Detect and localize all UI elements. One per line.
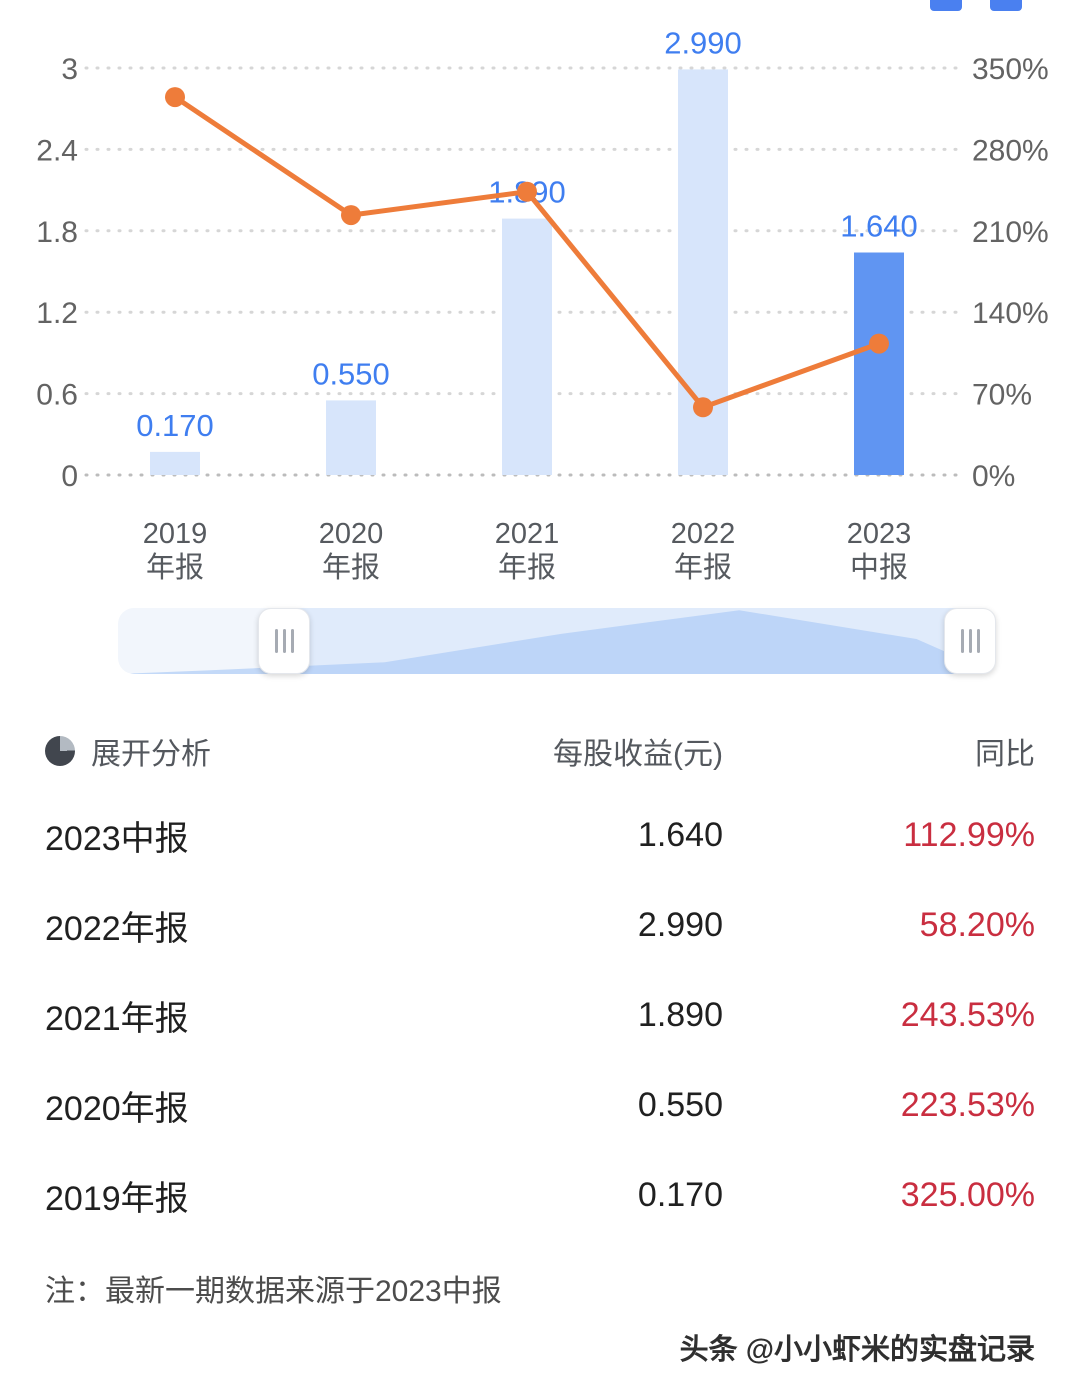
chart-tool-icon-right[interactable] bbox=[990, 0, 1022, 11]
slider-selected-range bbox=[268, 608, 986, 674]
drag-handle-icon bbox=[960, 629, 964, 653]
chart-toolbar bbox=[930, 0, 1022, 11]
y2-axis-tick: 210% bbox=[972, 216, 1049, 249]
slider-preview-chart bbox=[118, 610, 996, 674]
eps-combo-chart: 0 0% 0.6 70% 1.2 140% 1.8 210% 2.4 280% 3 350% 0.170… bbox=[36, 25, 1049, 584]
eps-value: 0.170 bbox=[637, 1175, 723, 1214]
table-row[interactable]: 2019年报 0.170 325.00% bbox=[45, 1150, 1035, 1240]
period-label: 2023中报 bbox=[45, 819, 189, 858]
expand-analysis-button[interactable]: 展开分析 bbox=[45, 729, 385, 773]
x-axis-label: 2021 年报 bbox=[495, 518, 560, 584]
line-point[interactable] bbox=[517, 181, 537, 202]
drag-handle-icon bbox=[290, 629, 294, 653]
yoy-value: 243.53% bbox=[900, 995, 1035, 1034]
chart-range-slider[interactable] bbox=[118, 608, 996, 674]
y2-axis-tick: 280% bbox=[972, 134, 1049, 167]
slider-left-handle[interactable] bbox=[258, 608, 310, 674]
yoy-value: 112.99% bbox=[903, 815, 1035, 854]
y2-axis-tick: 0% bbox=[972, 460, 1015, 493]
slider-right-handle[interactable] bbox=[944, 608, 996, 674]
bar-value-label: 0.170 bbox=[136, 408, 214, 443]
period-label: 2022年报 bbox=[45, 909, 189, 948]
y-axis-tick: 0 bbox=[61, 460, 78, 493]
slider-area-preview bbox=[118, 610, 996, 674]
watermark: 头条 @小小虾米的实盘记录 bbox=[679, 1334, 1035, 1366]
yoy-value: 325.00% bbox=[900, 1175, 1035, 1214]
bar-value-label: 1.640 bbox=[840, 209, 918, 244]
bar[interactable] bbox=[326, 400, 376, 475]
drag-handle-icon bbox=[976, 629, 980, 653]
pie-chart-icon bbox=[45, 736, 75, 766]
line-point[interactable] bbox=[869, 333, 889, 354]
data-source-note: 注：最新一期数据来源于2023中报 bbox=[45, 1275, 502, 1308]
line-point[interactable] bbox=[341, 205, 361, 226]
y-axis-tick: 1.2 bbox=[36, 297, 78, 330]
y-axis-tick: 3 bbox=[61, 53, 78, 86]
chart-tool-icon-left[interactable] bbox=[930, 0, 962, 11]
y-axis-tick: 1.8 bbox=[36, 216, 78, 249]
eps-value: 1.640 bbox=[637, 815, 723, 854]
column-header-yoy: 同比 bbox=[975, 738, 1035, 771]
eps-value: 2.990 bbox=[637, 905, 723, 944]
x-axis-label: 2020 年报 bbox=[319, 518, 384, 584]
line-point[interactable] bbox=[165, 87, 185, 108]
column-header-eps: 每股收益(元) bbox=[553, 738, 723, 771]
y2-axis-tick: 140% bbox=[972, 297, 1049, 330]
table-row[interactable]: 2022年报 2.990 58.20% bbox=[45, 880, 1035, 970]
x-axis-label: 2022 年报 bbox=[671, 518, 736, 584]
period-label: 2021年报 bbox=[45, 999, 189, 1038]
period-label: 2019年报 bbox=[45, 1179, 189, 1218]
bar[interactable] bbox=[854, 252, 904, 476]
expand-analysis-label: 展开分析 bbox=[91, 738, 211, 771]
table-header-row: 展开分析 每股收益(元) 同比 bbox=[45, 712, 1035, 790]
y2-axis-tick: 350% bbox=[972, 53, 1049, 86]
table-row[interactable]: 2023中报 1.640 112.99% bbox=[45, 790, 1035, 880]
y2-axis-tick: 70% bbox=[972, 379, 1032, 412]
bar[interactable] bbox=[150, 451, 200, 475]
bar[interactable] bbox=[502, 218, 552, 475]
drag-handle-icon bbox=[282, 629, 286, 653]
table-row[interactable]: 2021年报 1.890 243.53% bbox=[45, 970, 1035, 1060]
eps-value: 1.890 bbox=[637, 995, 723, 1034]
eps-data-table: 展开分析 每股收益(元) 同比 2023中报 1.640 112.99% 202… bbox=[0, 712, 1080, 1368]
x-axis-label: 2023 中报 bbox=[847, 518, 912, 584]
y-axis-tick: 0.6 bbox=[36, 379, 78, 412]
bar-value-label: 2.990 bbox=[664, 25, 742, 60]
bar-value-label: 0.550 bbox=[312, 356, 390, 391]
x-axis-label: 2019 年报 bbox=[143, 518, 208, 584]
yoy-value: 223.53% bbox=[900, 1085, 1035, 1124]
drag-handle-icon bbox=[968, 629, 972, 653]
y-axis-tick: 2.4 bbox=[36, 134, 78, 167]
eps-value: 0.550 bbox=[637, 1085, 723, 1124]
drag-handle-icon bbox=[274, 629, 278, 653]
period-label: 2020年报 bbox=[45, 1089, 189, 1128]
yoy-value: 58.20% bbox=[919, 905, 1035, 944]
line-point[interactable] bbox=[693, 397, 713, 418]
table-row[interactable]: 2020年报 0.550 223.53% bbox=[45, 1060, 1035, 1150]
